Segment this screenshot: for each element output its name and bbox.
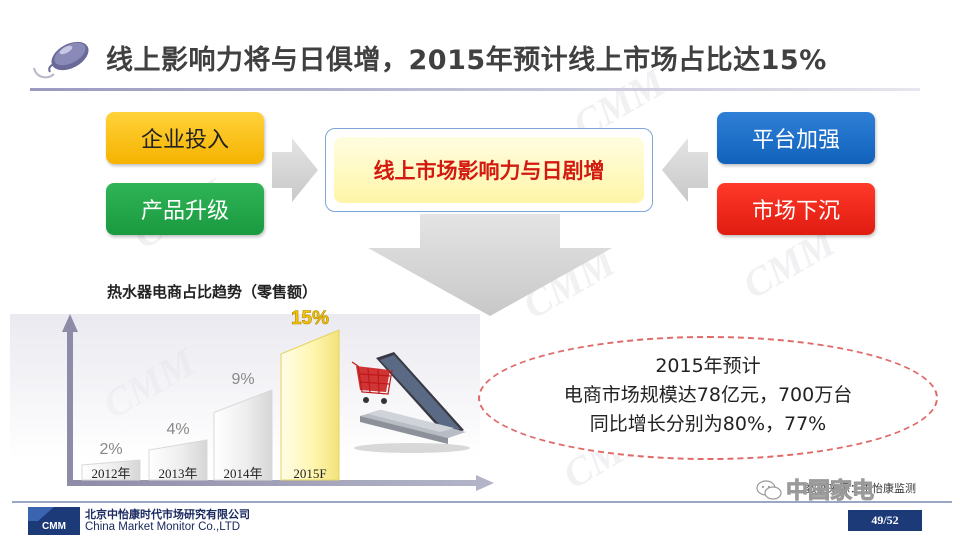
center-highlight-box: 线上市场影响力与日剧增 <box>325 128 653 212</box>
driver-box-enterprise-investment: 企业投入 <box>106 112 264 164</box>
x-axis-arrow-icon <box>476 475 494 491</box>
y-axis <box>67 330 73 482</box>
wechat-icon <box>756 480 782 500</box>
forecast-line-1: 2015年预计 <box>655 355 761 377</box>
arrow-down-icon <box>368 214 612 316</box>
forecast-callout <box>478 336 938 460</box>
footer-divider <box>12 501 952 503</box>
page-number: 49/52 <box>848 510 922 531</box>
x-tick-label: 2012年 <box>91 466 130 481</box>
x-tick-label: 2014年 <box>223 466 262 481</box>
forecast-line-3: 同比增长分别为80%，77% <box>589 413 827 435</box>
bar-value-label: 9% <box>231 371 254 388</box>
page-title: 线上影响力将与日俱增，2015年预计线上市场占比达15% <box>106 45 827 76</box>
cmm-logo: CMM <box>28 507 80 535</box>
driver-box-market-penetration: 市场下沉 <box>717 183 875 235</box>
bar-value-label: 2% <box>99 441 122 458</box>
bar-value-label: 4% <box>166 421 189 438</box>
company-name-cn: 北京中怡康时代市场研究有限公司 <box>85 508 250 521</box>
bar-2014年 <box>213 389 273 481</box>
company-name-en: China Market Monitor Co.,LTD <box>85 521 241 533</box>
forecast-callout-text: 2015年预计 电商市场规模达78亿元，700万台 同比增长分别为80%，77% <box>478 352 938 439</box>
forecast-line-2: 电商市场规模达78亿元，700万台 <box>563 384 853 406</box>
driver-box-product-upgrade: 产品升级 <box>106 183 264 235</box>
computer-mouse-icon <box>33 41 89 79</box>
arrow-right-icon <box>272 138 318 202</box>
x-tick-label: 2015F <box>293 466 326 481</box>
bar-value-label: 15% <box>291 308 329 329</box>
y-axis-arrow-icon <box>62 314 78 332</box>
title-divider <box>30 88 920 91</box>
chart-title: 热水器电商占比趋势（零售额） <box>107 283 318 301</box>
laptop-cart-illustration <box>351 352 470 453</box>
bar-2012年 <box>81 459 141 481</box>
x-tick-label: 2013年 <box>158 466 197 481</box>
x-axis <box>67 480 479 486</box>
title-bar: 线上影响力将与日俱增，2015年预计线上市场占比达15% <box>0 22 960 94</box>
data-source-note: 数据来源：中怡康监测 <box>806 482 916 495</box>
bar-2015F <box>280 329 340 481</box>
bar-2013年 <box>148 439 208 481</box>
cmm-logo-text: CMM <box>42 521 66 532</box>
center-highlight-text: 线上市场影响力与日剧增 <box>334 137 644 203</box>
arrow-left-icon <box>662 138 708 202</box>
driver-box-platform-strengthening: 平台加强 <box>717 112 875 164</box>
wechat-account-name: 中国家电 <box>785 479 875 505</box>
